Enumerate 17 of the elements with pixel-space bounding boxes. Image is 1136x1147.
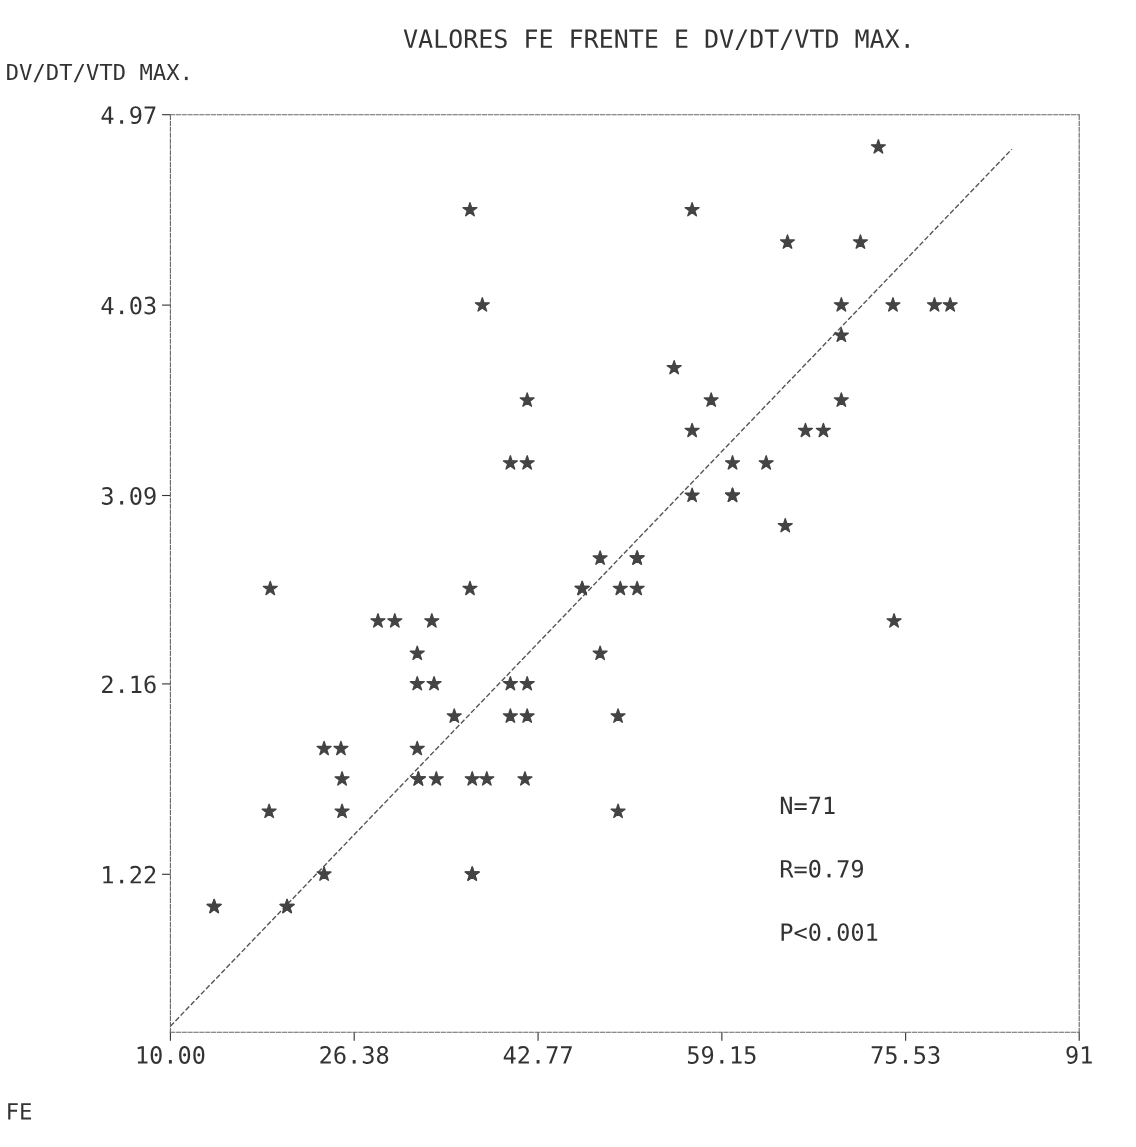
chart-title: VALORES FE FRENTE E DV/DT/VTD MAX. bbox=[403, 29, 909, 51]
annotation: P<0.001 bbox=[781, 923, 878, 942]
x-tick-label: 75.53 bbox=[871, 1046, 940, 1064]
x-tick-label: 59.15 bbox=[687, 1046, 756, 1064]
x-axis-title: FE bbox=[8, 1103, 32, 1120]
annotation: R=0.79 bbox=[780, 859, 863, 878]
y-tick-label: 3.09 bbox=[101, 487, 156, 505]
x-tick-label: 26.38 bbox=[320, 1046, 389, 1064]
x-tick-label: 42.77 bbox=[503, 1046, 572, 1064]
y-axis-title: DV/DT/VTD MAX. bbox=[7, 63, 188, 83]
x-tick-label: 10.00 bbox=[137, 1046, 205, 1064]
annotation: N=71 bbox=[780, 796, 835, 815]
y-tick-label: 2.16 bbox=[102, 675, 156, 694]
y-tick-label: 4.97 bbox=[101, 106, 156, 125]
y-tick-label: 4.03 bbox=[101, 296, 156, 315]
x-tick-label: 91 bbox=[1066, 1046, 1092, 1064]
y-tick-label: 1.22 bbox=[103, 865, 156, 884]
